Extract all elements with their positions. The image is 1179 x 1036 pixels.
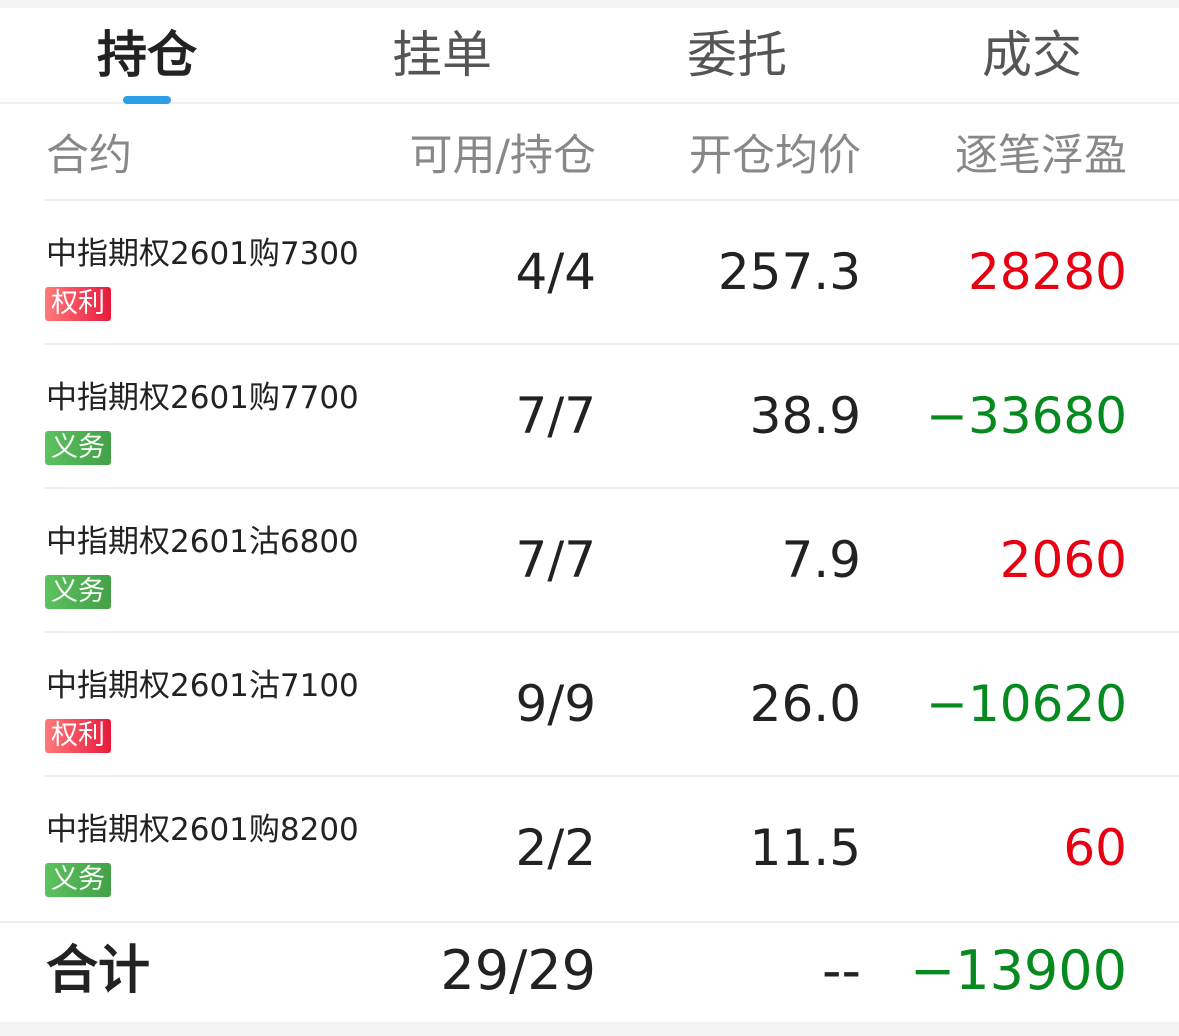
option-type-badge: 权利 [45,719,111,753]
tab-trades[interactable]: 成交 [982,26,1082,84]
contract-name: 中指期权2601购7700 [46,380,359,416]
floating-pnl: 2060 [999,531,1127,589]
tab-pending-orders[interactable]: 挂单 [392,26,492,84]
available-qty: 4/4 [515,243,596,301]
position-row[interactable]: 中指期权2601购7300 权利 4/4 257.3 28280 [0,200,1179,345]
contract-name: 中指期权2601沽6800 [46,524,359,560]
available-qty: 9/9 [515,675,596,733]
avg-price: 38.9 [749,387,861,445]
available-qty: 2/2 [515,819,596,877]
total-row: 合计 29/29 -- −13900 [0,921,1179,1022]
positions-panel: 持仓 挂单 委托 成交 合约 可用/持仓 开仓均价 逐笔浮盈 中指期权2601购… [0,8,1179,1022]
option-type-badge: 义务 [45,431,111,465]
floating-pnl: −10620 [926,675,1127,733]
header-available: 可用/持仓 [409,131,597,181]
avg-price: 7.9 [781,531,861,589]
position-row[interactable]: 中指期权2601沽7100 权利 9/9 26.0 −10620 [0,632,1179,777]
divider [45,199,1179,201]
available-qty: 7/7 [515,387,596,445]
contract-name: 中指期权2601沽7100 [46,668,359,704]
header-contract: 合约 [46,131,132,181]
active-tab-indicator [123,96,171,104]
tab-orders[interactable]: 委托 [687,26,787,84]
table-header: 合约 可用/持仓 开仓均价 逐笔浮盈 [0,104,1179,200]
floating-pnl: −33680 [926,387,1127,445]
contract-name: 中指期权2601购7300 [46,236,359,272]
header-avg-price: 开仓均价 [689,131,861,181]
option-type-badge: 义务 [45,575,111,609]
available-qty: 7/7 [515,531,596,589]
avg-price: 257.3 [717,243,861,301]
position-row[interactable]: 中指期权2601购8200 义务 2/2 11.5 60 [0,776,1179,920]
option-type-badge: 权利 [45,287,111,321]
avg-price: 11.5 [749,819,861,877]
position-row[interactable]: 中指期权2601购7700 义务 7/7 38.9 −33680 [0,344,1179,489]
option-type-badge: 义务 [45,863,111,897]
total-price: -- [822,939,861,1002]
total-qty: 29/29 [440,939,596,1002]
total-pnl: −13900 [909,939,1127,1002]
divider [45,631,1179,633]
divider [45,775,1179,777]
floating-pnl: 28280 [967,243,1127,301]
avg-price: 26.0 [749,675,861,733]
divider [45,487,1179,489]
divider [45,343,1179,345]
tab-bar: 持仓 挂单 委托 成交 [0,8,1179,104]
contract-name: 中指期权2601购8200 [46,812,359,848]
header-pnl: 逐笔浮盈 [955,131,1127,181]
position-row[interactable]: 中指期权2601沽6800 义务 7/7 7.9 2060 [0,488,1179,633]
floating-pnl: 60 [1063,819,1127,877]
total-label: 合计 [46,941,151,1001]
tab-positions[interactable]: 持仓 [97,26,197,84]
